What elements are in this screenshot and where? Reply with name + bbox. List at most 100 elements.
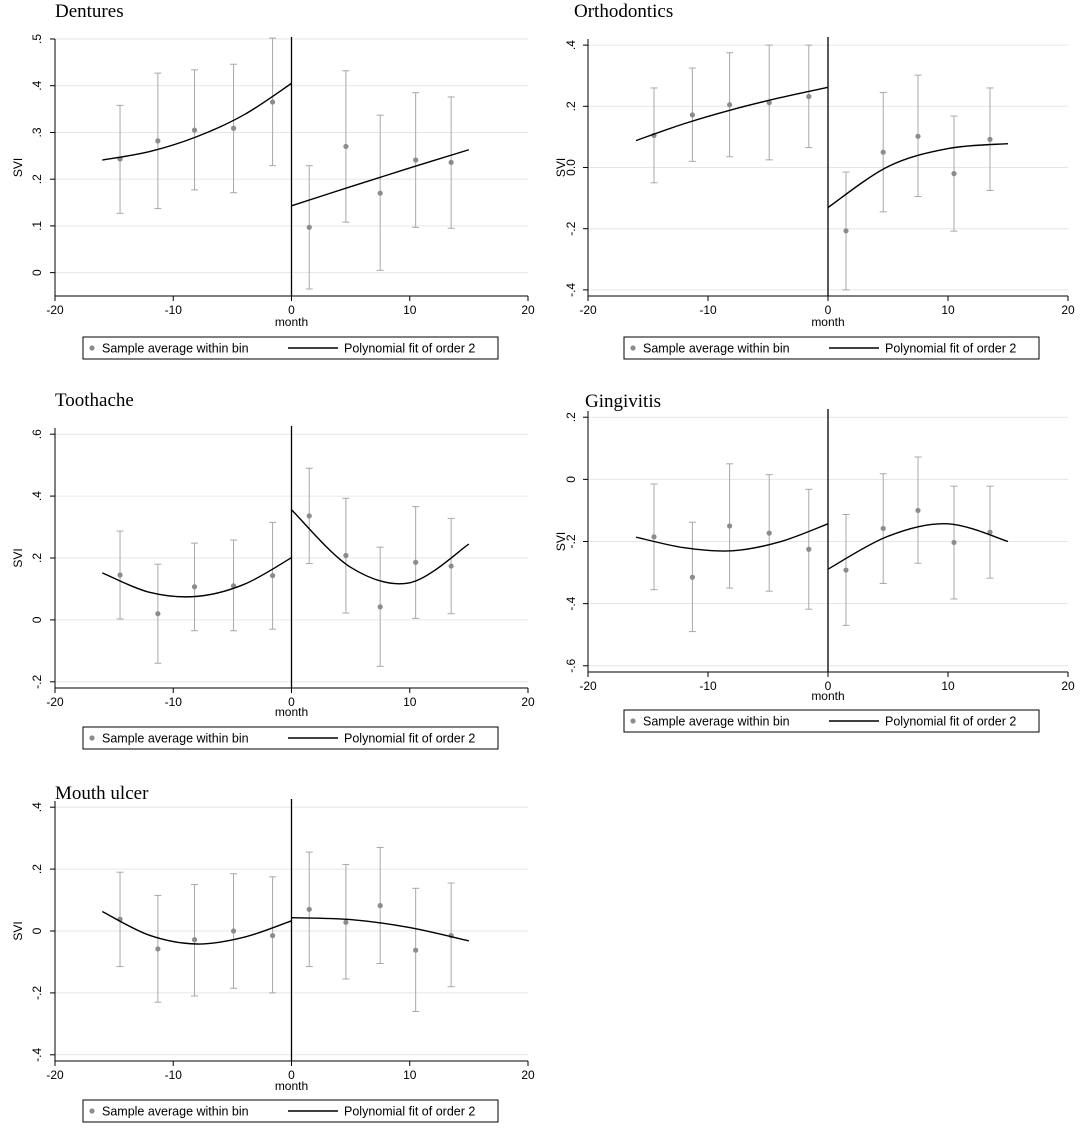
legend-marker-point xyxy=(89,345,95,351)
data-point xyxy=(689,574,696,580)
x-tick-label: 20 xyxy=(521,303,535,317)
x-tick-label: 0 xyxy=(825,303,832,317)
data-point xyxy=(269,933,276,939)
data-point xyxy=(413,157,419,163)
chart-panel-5: Mouth ulcer -.4 -.2 0 .2 .4 -20 -10 0 10 20 month SV… xyxy=(11,783,535,1123)
y-tick-label: 0 xyxy=(564,476,578,483)
y-tick-label: .5 xyxy=(30,34,44,44)
y-tick-label: -.4 xyxy=(30,1047,44,1061)
y-tick-label: .2 xyxy=(564,412,578,422)
x-tick-label: 0 xyxy=(288,303,295,317)
data-point xyxy=(306,513,312,519)
data-point xyxy=(191,127,198,133)
data-point xyxy=(880,525,886,532)
data-point xyxy=(377,190,383,196)
data-point xyxy=(117,572,123,578)
data-point xyxy=(269,99,276,105)
x-tick-label: 10 xyxy=(941,303,955,317)
y-tick-label: 0 xyxy=(30,616,44,623)
data-point xyxy=(191,937,198,943)
x-axis-label: month xyxy=(275,1079,308,1093)
data-point xyxy=(155,138,161,144)
legend-label-points: Sample average within bin xyxy=(102,342,249,356)
data-point xyxy=(951,539,957,546)
y-axis-label: SVI xyxy=(554,532,568,551)
data-point xyxy=(377,604,383,610)
x-tick-label: 20 xyxy=(521,695,535,709)
data-point xyxy=(806,546,812,552)
legend-label-points: Sample average within bin xyxy=(102,1105,249,1119)
x-axis-label: month xyxy=(811,315,844,329)
y-axis-label: SVI xyxy=(11,158,25,177)
data-point xyxy=(843,567,849,573)
x-tick-label: -10 xyxy=(165,303,183,317)
y-tick-label: .4 xyxy=(30,491,44,501)
legend-label-fit: Polynomial fit of order 2 xyxy=(344,342,475,356)
data-point xyxy=(806,93,812,100)
x-axis-label: month xyxy=(811,689,844,703)
legend: Sample average within bin Polynomial fit … xyxy=(623,709,1040,733)
data-point xyxy=(343,919,349,925)
legend-marker-point xyxy=(630,345,636,351)
y-tick-label: .1 xyxy=(30,221,44,231)
data-point xyxy=(651,534,657,540)
y-axis-label: SVI xyxy=(11,921,25,940)
fit-curve-right xyxy=(827,523,1009,570)
fit-curve-right xyxy=(291,916,470,942)
data-point xyxy=(727,102,733,108)
fit-curve-left xyxy=(102,557,292,598)
x-tick-label: -10 xyxy=(165,695,183,709)
data-point xyxy=(306,224,312,230)
data-point xyxy=(343,143,349,150)
y-axis-label: SVI xyxy=(11,548,25,567)
y-tick-label: .2 xyxy=(30,174,44,184)
chart-title: Dentures xyxy=(55,1,124,22)
x-tick-label: 0 xyxy=(288,695,295,709)
x-tick-label: -20 xyxy=(46,695,64,709)
x-tick-label: -20 xyxy=(46,303,64,317)
y-axis-label: SVI xyxy=(554,158,568,177)
legend: Sample average within bin Polynomial fit … xyxy=(82,726,499,750)
data-point xyxy=(155,611,161,617)
x-tick-label: -20 xyxy=(46,1068,64,1082)
x-tick-label: -10 xyxy=(699,303,717,317)
x-tick-label: 20 xyxy=(521,1068,535,1082)
y-tick-label: -.2 xyxy=(564,534,578,548)
y-tick-label: 0 xyxy=(30,269,44,276)
fit-curve-left xyxy=(102,82,292,161)
data-point xyxy=(269,573,276,579)
fit-curve-right xyxy=(291,149,470,207)
data-point xyxy=(230,125,237,131)
legend-marker-point xyxy=(89,735,95,741)
data-point xyxy=(448,563,454,569)
legend: Sample average within bin Polynomial fit … xyxy=(82,1099,499,1123)
data-point xyxy=(766,100,772,106)
legend: Sample average within bin Polynomial fit … xyxy=(623,336,1040,360)
chart-title: Gingivitis xyxy=(585,391,661,412)
x-tick-label: -20 xyxy=(579,303,597,317)
chart-panel-3: Toothache -.2 0 .2 .4 .6 -20 -10 0 10 20 month SVI Sa… xyxy=(11,390,535,750)
x-tick-label: 10 xyxy=(403,695,417,709)
legend-label-points: Sample average within bin xyxy=(643,715,790,729)
data-point xyxy=(689,112,696,118)
y-tick-label: .4 xyxy=(564,40,578,50)
data-point xyxy=(987,529,993,535)
chart-title: Mouth ulcer xyxy=(55,783,149,804)
y-tick-label: .6 xyxy=(30,429,44,439)
legend-marker-point xyxy=(630,718,636,724)
x-tick-label: 10 xyxy=(403,303,417,317)
data-point xyxy=(951,171,957,177)
chart-panel-4: Gingivitis -.6 -.4 -.2 0 .2 -20 -10 0 10 20 month SV… xyxy=(554,391,1075,733)
y-tick-label: -.2 xyxy=(30,674,44,688)
legend-label-fit: Polynomial fit of order 2 xyxy=(344,1105,475,1119)
y-tick-label: .2 xyxy=(30,864,44,874)
x-tick-label: 20 xyxy=(1061,679,1075,693)
data-point xyxy=(377,903,383,909)
data-point xyxy=(843,228,849,234)
data-point xyxy=(915,133,921,139)
fit-curve-right xyxy=(827,142,1009,209)
data-point xyxy=(191,584,198,590)
x-tick-label: 10 xyxy=(941,679,955,693)
chart-title: Orthodontics xyxy=(574,1,673,22)
x-tick-label: 0 xyxy=(825,679,832,693)
